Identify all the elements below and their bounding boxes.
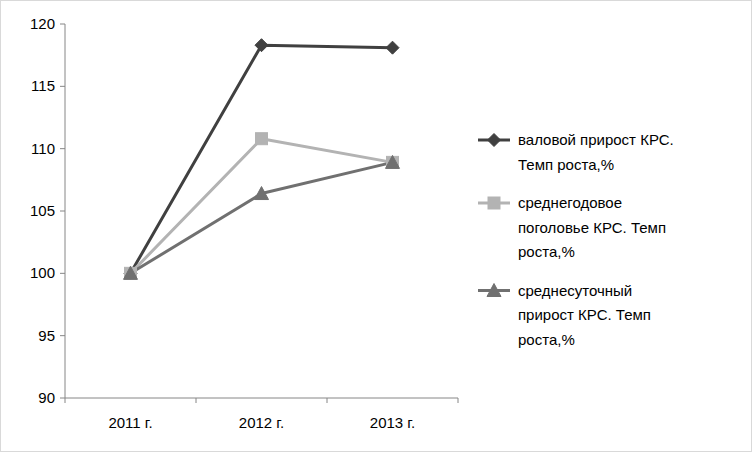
legend-marker <box>488 134 501 147</box>
y-tick-label: 90 <box>38 389 55 406</box>
series-line <box>131 139 393 274</box>
series-line <box>131 45 393 273</box>
legend-line: среднегодовое <box>518 194 626 211</box>
y-tick <box>60 398 65 399</box>
legend-label: среднесуточный прирост КРС. Темп роста,% <box>518 282 655 348</box>
y-tick-label: 115 <box>31 77 55 94</box>
x-axis <box>65 398 458 399</box>
legend-marker <box>487 284 501 297</box>
x-tick-label: 2012 г. <box>239 414 284 431</box>
series-line <box>131 162 393 273</box>
y-tick-label: 100 <box>30 264 55 281</box>
legend-line: поголовье КРС. Темп <box>518 219 670 236</box>
x-tick <box>65 398 66 403</box>
y-tick-label: 95 <box>38 327 55 344</box>
chart: 90 95 100 105 110 115 120 2011 г. 2012 г. 2013 г.… <box>0 0 752 452</box>
y-tick <box>60 148 65 149</box>
y-axis <box>65 24 66 398</box>
series-marker <box>386 41 399 54</box>
x-tick-label: 2013 г. <box>370 414 415 431</box>
series-marker <box>124 266 138 279</box>
y-tick-label: 110 <box>31 140 55 157</box>
x-tick <box>196 398 197 403</box>
y-tick <box>60 273 65 274</box>
legend-label: среднегодовое поголовье КРС. Темп роста,… <box>518 194 670 260</box>
y-tick-label: 105 <box>30 202 55 219</box>
series-marker <box>386 155 400 168</box>
x-tick <box>327 398 328 403</box>
series-marker <box>255 187 269 200</box>
series-marker <box>124 267 137 280</box>
plot-area <box>124 39 400 280</box>
y-tick <box>60 335 65 336</box>
legend-line: валовой прирост КРС. <box>518 131 678 148</box>
legend-line: роста,% <box>518 243 575 260</box>
series-marker <box>256 133 268 145</box>
y-tick <box>60 86 65 87</box>
legend-line: среднесуточный <box>518 282 636 299</box>
y-tick <box>60 24 65 25</box>
legend-line: Темп роста,% <box>518 156 614 173</box>
x-tick-label: 2011 г. <box>108 414 152 431</box>
legend-marker <box>488 197 500 209</box>
series-marker <box>255 39 268 52</box>
legend-line: прирост КРС. Темп <box>518 306 655 323</box>
x-tick <box>458 398 459 403</box>
legend-label: валовой прирост КРС. Темп роста,% <box>518 131 678 173</box>
series-marker <box>387 156 399 168</box>
chart-frame <box>1 1 752 452</box>
legend-line: роста,% <box>518 331 575 348</box>
y-tick <box>60 211 65 212</box>
series-marker <box>125 267 137 279</box>
y-tick-label: 120 <box>30 15 55 32</box>
